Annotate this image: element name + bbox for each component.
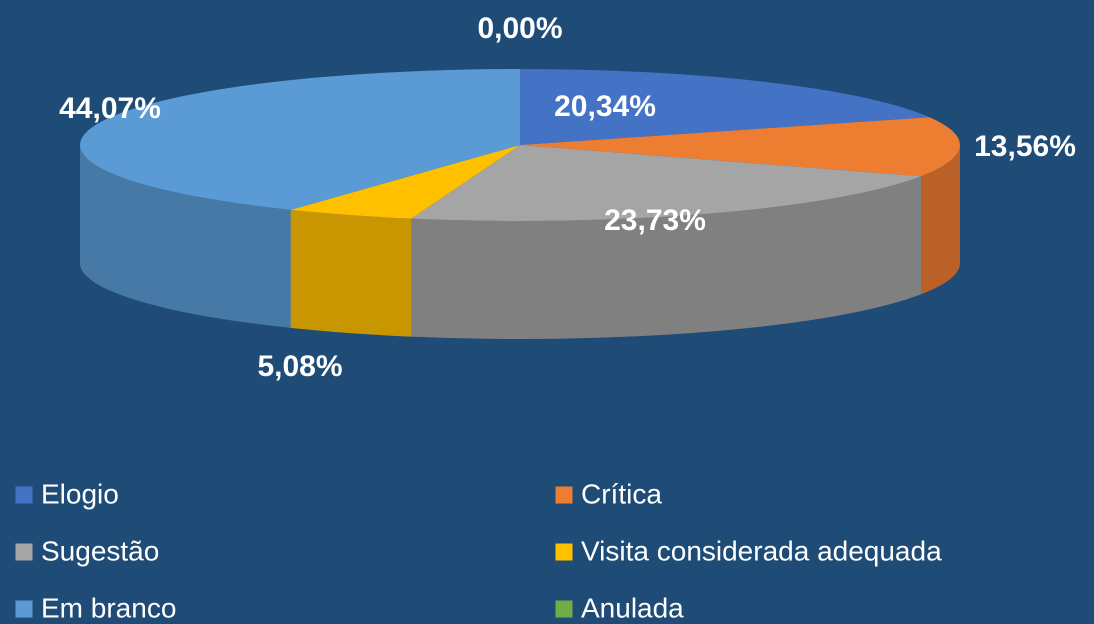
slice — [520, 117, 960, 177]
legend-swatch — [554, 485, 574, 505]
data-label: 5,08% — [257, 350, 342, 383]
data-label: 20,34% — [554, 90, 656, 123]
legend-label: Anulada — [581, 592, 684, 623]
slice-side — [921, 145, 960, 295]
slice — [520, 69, 930, 145]
data-label: 23,73% — [604, 204, 706, 237]
legend-label: Elogio — [41, 478, 119, 509]
slice-side — [411, 176, 922, 339]
legend-label: Em branco — [41, 592, 176, 623]
legend-swatch — [14, 542, 34, 562]
legend-label: Visita considerada adequada — [581, 535, 942, 566]
legend-swatch — [14, 599, 34, 619]
data-label: 0,00% — [477, 12, 562, 45]
slice — [411, 145, 922, 222]
slice-side-shade — [290, 209, 412, 337]
data-label: 13,56% — [974, 130, 1076, 163]
legend-label: Sugestão — [41, 535, 159, 566]
slice-side-shade — [921, 145, 960, 295]
legend-label: Crítica — [581, 478, 662, 509]
slice — [290, 145, 520, 219]
legend-swatch — [14, 485, 34, 505]
slice-side-shade — [80, 145, 291, 328]
slice-side — [290, 209, 412, 337]
legend-swatch — [554, 599, 574, 619]
data-label: 44,07% — [59, 92, 161, 125]
slice-side — [80, 145, 291, 328]
slice-side-shade — [411, 176, 922, 339]
slice — [79, 69, 520, 210]
legend-swatch — [554, 542, 574, 562]
